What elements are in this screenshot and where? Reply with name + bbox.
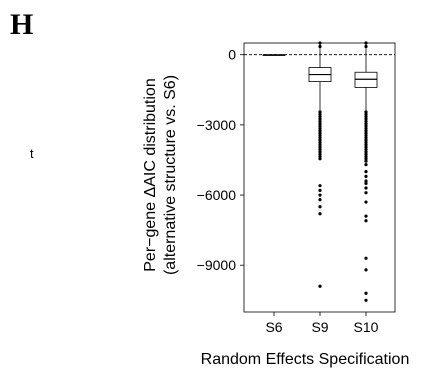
outlier-point <box>364 298 368 302</box>
y-tick-label: −9000 <box>197 257 237 273</box>
outlier-point <box>318 154 322 159</box>
outlier-point <box>318 205 322 209</box>
outlier-point <box>364 129 368 133</box>
outlier-point <box>364 112 368 116</box>
box-S10 <box>354 41 378 302</box>
outlier-point <box>318 124 322 128</box>
x-axis-title: Random Effects Specification <box>201 351 410 368</box>
outlier-point <box>318 140 322 145</box>
outlier-point <box>318 143 322 147</box>
box-S9 <box>308 41 332 288</box>
panel-letter: H <box>10 8 34 41</box>
outlier-point <box>364 159 368 163</box>
outlier-point <box>364 124 368 128</box>
y-axis-title-line-1: Per−gene ΔAIC distribution <box>142 78 159 271</box>
outlier-point <box>318 110 322 114</box>
y-tick-label: −6000 <box>197 187 237 203</box>
outlier-point <box>318 129 322 133</box>
outlier-point <box>318 117 322 121</box>
outlier-point <box>364 181 368 185</box>
x-tick-label: S6 <box>265 319 282 335</box>
outlier-point <box>364 268 368 272</box>
outlier-point <box>318 138 322 142</box>
outlier-point <box>364 174 368 178</box>
outlier-point <box>318 131 322 135</box>
outlier-point <box>364 219 368 223</box>
outlier-point <box>318 188 322 192</box>
axes: 0 −3000 −6000 −9000 S6 S9 S10 <box>197 42 396 335</box>
outlier-point <box>364 170 368 174</box>
outlier-point <box>364 140 368 145</box>
outlier-point <box>364 147 368 152</box>
outlier-point <box>364 133 368 137</box>
outlier-point <box>364 256 368 260</box>
y-tick-label: −3000 <box>197 117 237 133</box>
outlier-point <box>364 191 368 195</box>
outlier-point <box>364 138 368 142</box>
outlier-point <box>318 193 322 197</box>
outlier-point <box>318 115 322 119</box>
plot-frame <box>243 42 396 313</box>
outlier-point <box>364 119 368 123</box>
outlier-point <box>364 115 368 119</box>
outlier-point <box>318 150 322 154</box>
outlier-point <box>318 44 322 49</box>
outlier-point <box>364 110 368 114</box>
outlier-point <box>364 44 368 49</box>
outlier-point <box>364 179 368 183</box>
stray-text-fragment: t <box>30 146 34 161</box>
outlier-point <box>364 126 368 130</box>
outlier-point <box>364 291 368 295</box>
outlier-point <box>364 152 368 156</box>
outlier-point <box>364 200 368 204</box>
outlier-point <box>364 117 368 121</box>
outlier-point <box>364 186 368 190</box>
outlier-point <box>364 157 368 161</box>
outlier-point <box>318 136 322 140</box>
box-S6 <box>262 54 286 56</box>
outlier-point <box>364 214 368 218</box>
outlier-point <box>318 147 322 152</box>
outlier-point <box>318 112 322 116</box>
outlier-point <box>318 122 322 126</box>
outlier-point <box>318 284 322 288</box>
outlier-point <box>364 150 368 154</box>
outlier-point <box>318 198 322 202</box>
outlier-point <box>318 133 322 137</box>
outlier-point <box>318 119 322 123</box>
outlier-point <box>364 163 368 167</box>
x-tick-label: S10 <box>354 319 379 335</box>
y-axis-title-line-2: (alternative structure vs. S6) <box>162 75 179 275</box>
outlier-point <box>318 126 322 130</box>
outlier-point <box>364 143 368 147</box>
outlier-point <box>318 184 322 188</box>
outlier-point <box>364 122 368 126</box>
outlier-point <box>318 212 322 216</box>
outlier-point <box>318 145 322 149</box>
outlier-point <box>318 152 322 156</box>
outlier-point <box>318 157 322 161</box>
outlier-point <box>364 131 368 135</box>
outlier-point <box>364 154 368 159</box>
x-tick-label: S9 <box>311 319 328 335</box>
outlier-point <box>364 136 368 140</box>
plot-area <box>244 41 395 302</box>
outlier-point <box>364 145 368 149</box>
y-tick-label: 0 <box>228 47 236 63</box>
